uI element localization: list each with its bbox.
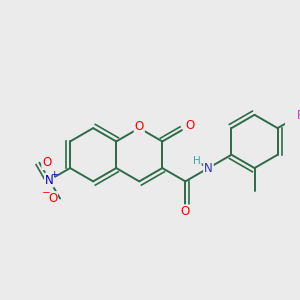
Text: O: O [42, 156, 52, 169]
Text: H: H [193, 156, 201, 167]
Text: O: O [181, 206, 190, 218]
Text: O: O [48, 192, 57, 205]
Text: N: N [204, 162, 213, 175]
Text: O: O [185, 119, 195, 132]
Text: N: N [45, 173, 54, 187]
Text: O: O [135, 120, 144, 133]
Text: +: + [50, 170, 58, 179]
Text: −: − [42, 188, 51, 198]
Text: F: F [297, 109, 300, 122]
